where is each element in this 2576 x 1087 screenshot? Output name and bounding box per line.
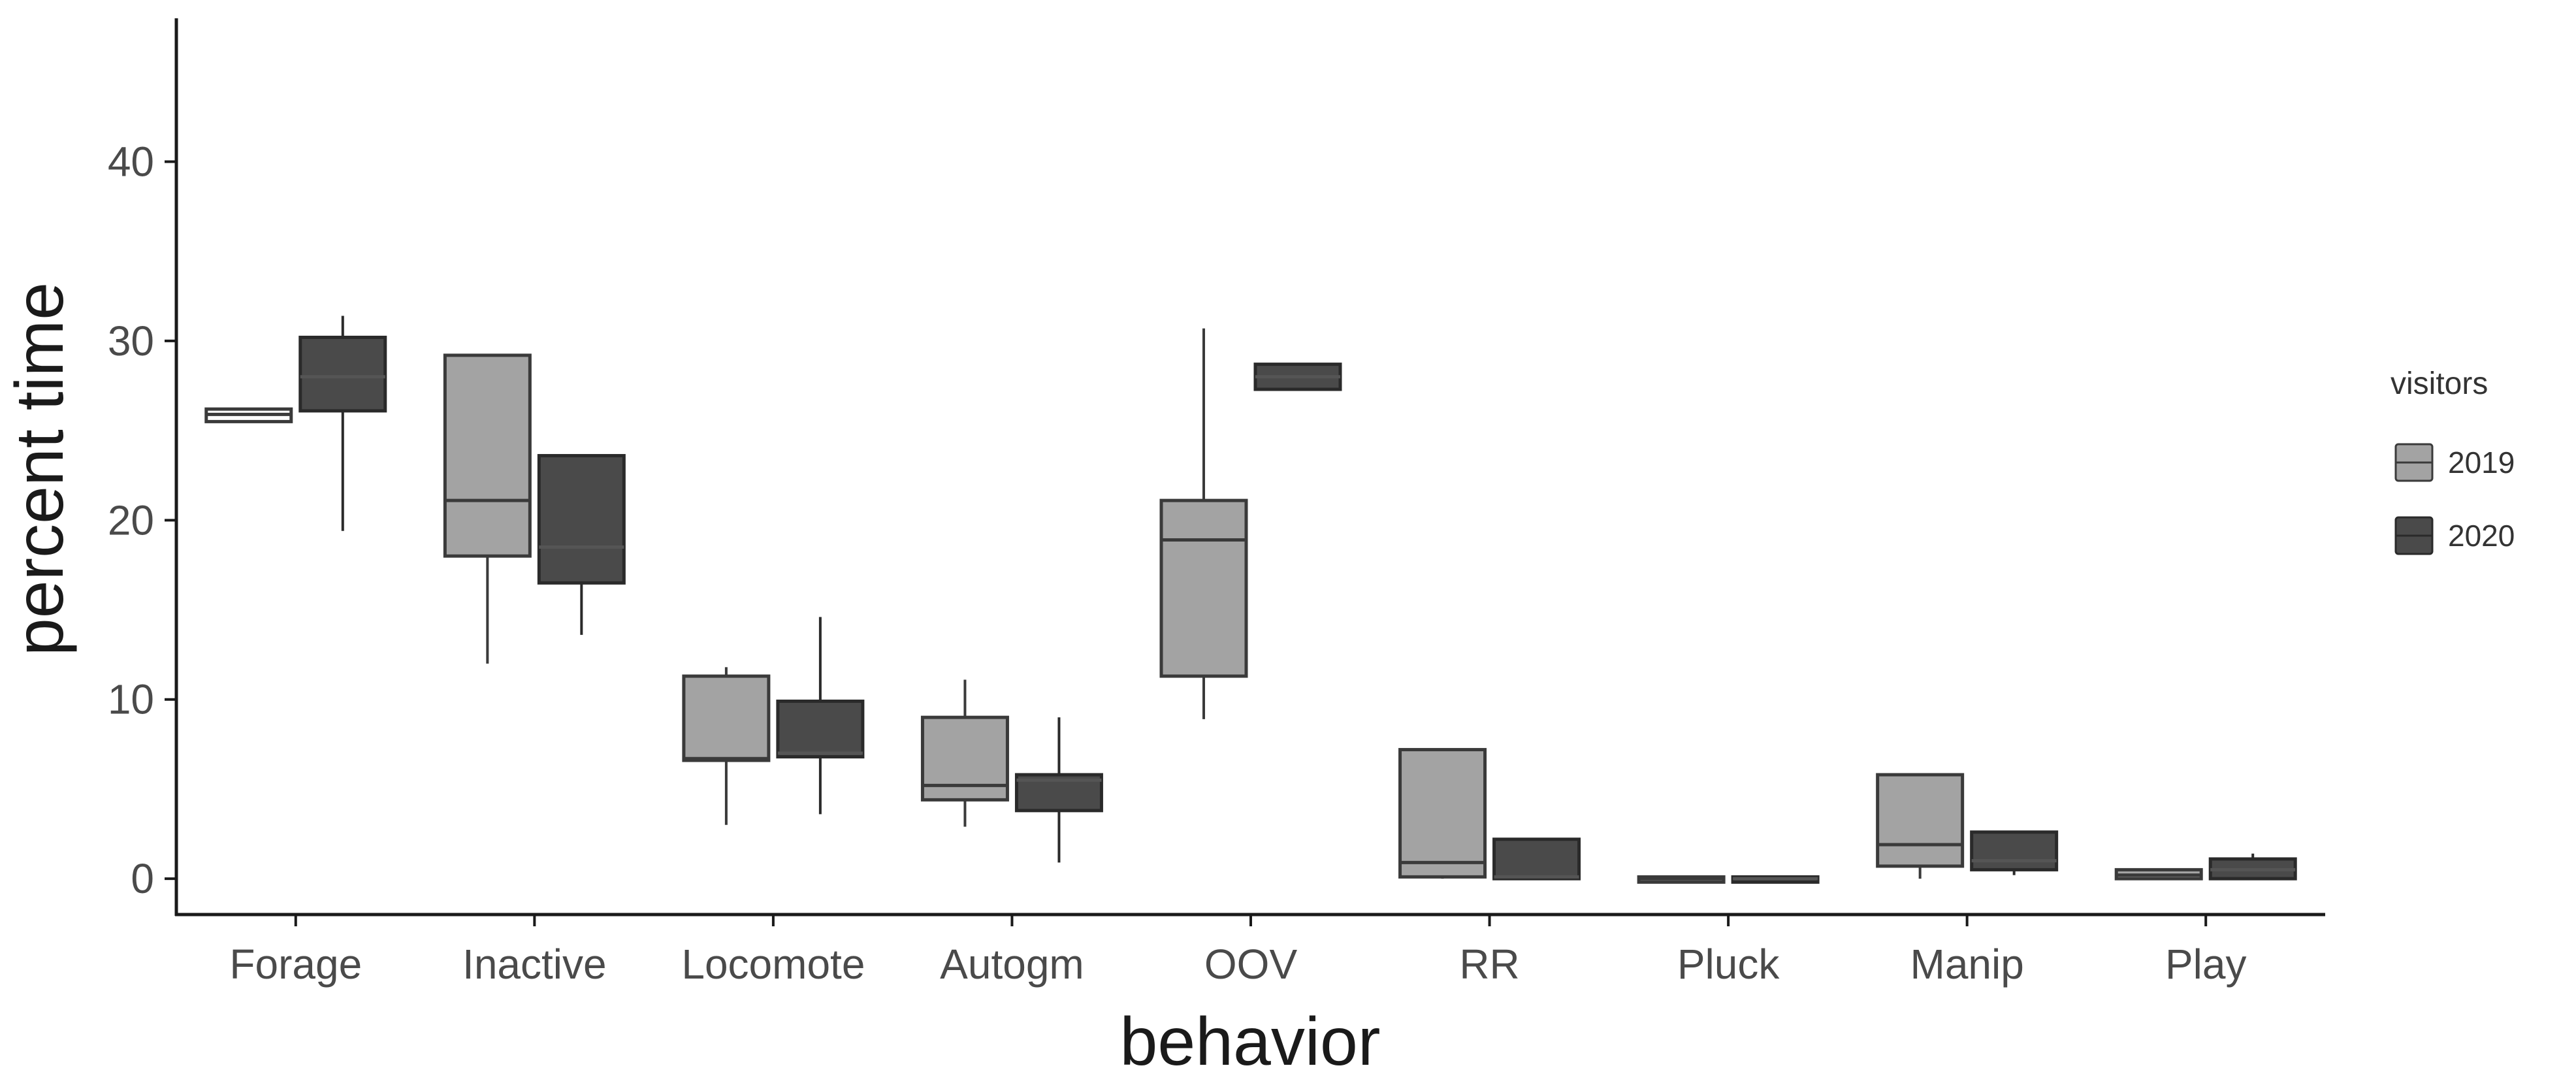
- y-tick-label: 40: [108, 138, 154, 186]
- box-iqr: [1159, 498, 1248, 678]
- x-tick-label: Play: [2165, 941, 2247, 988]
- legend-label-2019: 2019: [2448, 446, 2515, 479]
- box-iqr: [920, 715, 1009, 802]
- x-tick-label: Inactive: [462, 941, 607, 988]
- box-iqr: [1970, 830, 2059, 871]
- box-2020-forage: [298, 316, 387, 531]
- box-iqr: [443, 353, 532, 558]
- box-2020-oov: [1253, 363, 1342, 391]
- box-2020-pluck: [1731, 875, 1820, 884]
- x-tick-label: OOV: [1204, 941, 1298, 988]
- box-2020-play: [2208, 853, 2297, 881]
- box-series: [204, 316, 2297, 884]
- x-axis-title: behavior: [1120, 1004, 1381, 1080]
- box-2019-forage: [204, 407, 293, 423]
- x-tick-label: Pluck: [1677, 941, 1780, 988]
- box-2020-rr: [1492, 837, 1581, 881]
- box-2020-inactive: [537, 454, 626, 635]
- box-iqr: [776, 699, 865, 759]
- box-iqr: [1492, 837, 1581, 881]
- box-iqr: [1876, 773, 1965, 868]
- box-2019-autogm: [920, 679, 1009, 827]
- x-axis-ticks: Forage Inactive Locomote Autogm OOV RR Pluck Ma…: [229, 915, 2246, 988]
- box-iqr: [298, 335, 387, 413]
- legend: visitors 2019 2020: [2391, 366, 2515, 555]
- box-2019-pluck: [1637, 875, 1726, 884]
- x-tick-label: Forage: [229, 941, 362, 988]
- box-2020-manip: [1970, 830, 2059, 875]
- box-iqr: [537, 454, 626, 585]
- box-iqr: [682, 674, 771, 762]
- y-axis-ticks: 0 10 20 30 40: [108, 138, 176, 902]
- box-2019-play: [2114, 868, 2203, 881]
- box-2019-inactive: [443, 353, 532, 664]
- y-tick-label: 20: [108, 496, 154, 544]
- x-tick-label: RR: [1459, 941, 1519, 988]
- legend-label-2020: 2020: [2448, 519, 2515, 553]
- box-2020-locomote: [776, 617, 865, 815]
- box-2019-rr: [1398, 748, 1487, 879]
- y-axis-title: percent time: [2, 282, 78, 656]
- x-tick-label: Manip: [1910, 941, 2024, 988]
- box-2019-oov: [1159, 328, 1248, 719]
- box-2019-manip: [1876, 773, 1965, 879]
- legend-title: visitors: [2391, 366, 2488, 401]
- box-iqr: [1398, 748, 1487, 879]
- y-tick-label: 10: [108, 676, 154, 723]
- x-tick-label: Autogm: [940, 941, 1084, 988]
- x-tick-label: Locomote: [681, 941, 865, 988]
- y-tick-label: 30: [108, 317, 154, 365]
- box-2019-locomote: [682, 667, 771, 825]
- box-2020-autogm: [1014, 717, 1103, 863]
- y-tick-label: 0: [131, 855, 154, 902]
